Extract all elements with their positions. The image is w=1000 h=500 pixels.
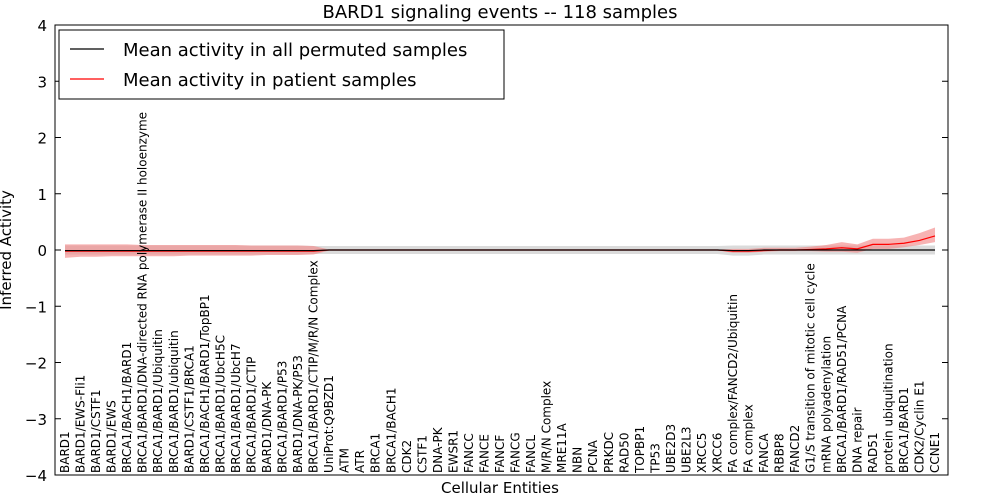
x-tick-label: BRCA1/BARD1/UbcH5C — [213, 335, 227, 473]
x-tick-label: MRE11A — [555, 422, 569, 473]
x-tick-label: NBN — [571, 447, 585, 473]
x-tick-label: BARD1 — [58, 431, 72, 473]
y-tick-label: 0 — [37, 242, 47, 260]
x-tick-label: BRCA1 — [369, 433, 383, 473]
x-tick-label: BRCA1/BACH1/BARD1/TopBP1 — [198, 294, 212, 473]
x-tick-label: FANCD2 — [788, 425, 802, 473]
x-tick-label: BRCA1/BARD1/RAD51/PCNA — [835, 305, 849, 473]
permuted-mean-line — [65, 249, 935, 252]
x-tick-label: BRCA1/BARD1 — [897, 387, 911, 473]
y-tick-label: −1 — [25, 298, 47, 316]
x-tick-label: UBE2D3 — [664, 424, 678, 473]
x-tick-label: UBE2L3 — [679, 426, 693, 473]
x-tick-label: XRCC6 — [711, 433, 725, 473]
x-tick-label: CDK2/Cyclin E1 — [912, 380, 926, 473]
x-tick-label: ATR — [353, 450, 367, 473]
x-tick-label: FANCE — [477, 434, 491, 473]
x-tick-label: CSTF1 — [415, 435, 429, 473]
x-tick-label: RAD51 — [866, 432, 880, 473]
x-tick-label: FA complex — [742, 404, 756, 473]
legend-box — [58, 29, 505, 100]
y-axis-label: Inferred Activity — [0, 190, 15, 310]
x-tick-label: mRNA polyadenylation — [819, 336, 833, 473]
x-tick-label: RAD50 — [617, 432, 631, 473]
x-tick-label: BRCA1/BARD1/CTIP — [244, 357, 258, 473]
x-tick-label: UniProt:Q9BZD1 — [322, 375, 336, 473]
chart-title: BARD1 signaling events -- 118 samples — [323, 2, 678, 23]
y-tick-label: −2 — [25, 355, 47, 373]
x-tick-label: FANCG — [509, 432, 523, 473]
y-tick-label: 1 — [37, 186, 47, 204]
x-tick-label: ATM — [338, 448, 352, 473]
x-axis-label: Cellular Entities — [441, 479, 559, 497]
x-tick-label: BRCA1/BARD1/UbcH7 — [229, 343, 243, 473]
x-tick-label: BARD1/CSTF1 — [89, 389, 103, 473]
x-tick-label: PCNA — [586, 439, 600, 473]
y-axis-ticks: −4 −3 −2 −1 0 1 2 3 4 — [25, 17, 948, 485]
x-tick-label: BARD1/EWS — [105, 400, 119, 473]
x-tick-label: CDK2 — [400, 440, 414, 473]
legend: Mean activity in all permuted samples Me… — [58, 29, 505, 100]
x-tick-label: FA complex/FANCD2/Ubiquitin — [726, 294, 740, 473]
x-tick-labels: BARD1 BARD1/EWS-Fli1 BARD1/CSTF1 BARD1/EWS B… — [58, 112, 942, 474]
x-tick-label: BRCA1/BARD1/Ubiquitin — [151, 329, 165, 473]
x-tick-label: TOPBP1 — [633, 426, 647, 474]
x-tick-label: BARD1/EWS-Fli1 — [74, 375, 88, 473]
plot-frame — [54, 24, 949, 476]
x-tick-label: BRCA1/BARD1/ubiquitin — [167, 330, 181, 473]
x-tick-label: RBBP8 — [773, 433, 787, 473]
y-tick-label: −4 — [25, 467, 47, 485]
x-tick-label: BARD1/DNA-PK — [260, 381, 274, 473]
x-tick-label: FANCL — [524, 435, 538, 473]
y-tick-label: 3 — [37, 73, 47, 91]
x-tick-label: DNA repair — [850, 407, 864, 473]
x-tick-label: DNA-PK — [431, 426, 445, 473]
legend-label-patient: Mean activity in patient samples — [123, 70, 417, 91]
x-tick-label: FANCC — [462, 433, 476, 473]
x-tick-label: BARD1/CSTF1/BRCA1 — [182, 345, 196, 473]
x-tick-label: BARD1/DNA-PK/P53 — [291, 355, 305, 473]
x-tick-label: EWSR1 — [446, 430, 460, 473]
x-tick-label: XRCC5 — [695, 433, 709, 473]
series-lines — [65, 235, 936, 252]
x-tick-label: FANCF — [493, 435, 507, 473]
y-tick-label: 4 — [37, 17, 47, 35]
x-tick-label: G1/S transition of mitotic cell cycle — [804, 263, 818, 473]
x-tick-label: BRCA1/BARD1/DNA-directed RNA polymerase … — [136, 112, 150, 473]
x-tick-label: TP53 — [648, 443, 662, 474]
x-tick-label: BRCA1/BARD1/CTIP/M/R/N Complex — [307, 260, 321, 473]
x-tick-label: BRCA1/BACH1/BARD1 — [120, 342, 134, 473]
legend-label-permuted: Mean activity in all permuted samples — [123, 40, 467, 61]
x-tick-label: CCNE1 — [928, 432, 942, 473]
x-tick-label: PRKDC — [602, 432, 616, 473]
y-tick-label: −3 — [25, 411, 47, 429]
x-tick-label: M/R/N Complex — [540, 381, 554, 473]
confidence-bands — [65, 227, 935, 258]
x-tick-label: protein ubiquitination — [881, 343, 895, 473]
x-tick-label: BRCA1/BACH1 — [384, 387, 398, 473]
x-tick-label: BRCA1/BARD1/P53 — [276, 361, 290, 473]
y-tick-label: 2 — [37, 130, 47, 148]
x-tick-label: FANCA — [757, 433, 771, 473]
